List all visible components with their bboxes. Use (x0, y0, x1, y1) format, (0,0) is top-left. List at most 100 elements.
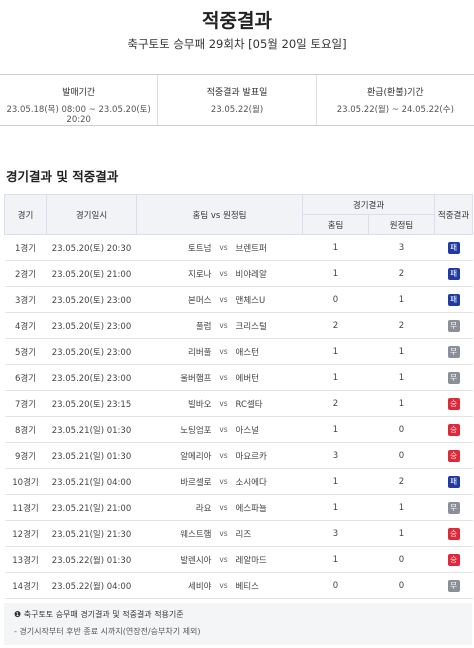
hit-badge: 무 (447, 501, 460, 514)
away-score: 1 (368, 286, 435, 313)
info-box: 발매기간 23.05.18(목) 08:00 ~ 23.05.20(토) 20:2… (0, 74, 474, 126)
away-team: 애스턴 (232, 338, 303, 365)
home-team: 웨스트햄 (136, 520, 215, 547)
game-number: 7경기 (4, 390, 47, 417)
vs-label: vs (214, 546, 233, 573)
table-row: 13경기 23.05.22(월) 01:30 발렌시아 vs 레알마드 1 0 승 (4, 546, 473, 573)
info-value: 23.05.22(월) (210, 105, 264, 115)
game-datetime: 23.05.21(일) 21:00 (46, 494, 137, 521)
home-team: 울버햄프 (136, 364, 215, 391)
result-table: 경기 경기일시 홈팀 vs 원정팀 경기결과 적중결과 홈팀 원정팀 1경기 23… (4, 194, 474, 599)
away-score: 1 (368, 520, 435, 547)
away-team: 에버턴 (232, 364, 303, 391)
info-label: 발매기간 (62, 88, 96, 98)
home-team: 빌바오 (136, 390, 215, 417)
hit-cell: 패 (434, 468, 473, 495)
game-number: 13경기 (4, 546, 47, 573)
game-number: 5경기 (4, 338, 47, 365)
hit-badge: 패 (447, 293, 460, 306)
info-value: 23.05.22(월) ~ 24.05.22(수) (336, 105, 454, 115)
game-number: 2경기 (4, 260, 47, 287)
vs-label: vs (214, 312, 233, 339)
hit-badge: 무 (447, 319, 460, 332)
game-number: 14경기 (4, 572, 47, 599)
game-datetime: 23.05.20(토) 21:00 (46, 260, 137, 287)
info-column: 적중결과 발표일 23.05.22(월) (157, 75, 315, 125)
hit-cell: 승 (434, 546, 473, 573)
away-team: 레알마드 (232, 546, 303, 573)
away-score: 2 (368, 468, 435, 495)
game-number: 1경기 (4, 234, 47, 261)
hit-cell: 무 (434, 364, 473, 391)
hit-cell: 패 (434, 286, 473, 313)
away-team: 브렌트퍼 (232, 234, 303, 261)
game-datetime: 23.05.20(토) 23:15 (46, 390, 137, 417)
table-row: 7경기 23.05.20(토) 23:15 빌바오 vs RC셀타 2 1 승 (4, 390, 473, 417)
game-datetime: 23.05.20(토) 23:00 (46, 364, 137, 391)
table-row: 6경기 23.05.20(토) 23:00 울버햄프 vs 에버턴 1 1 무 (4, 364, 473, 391)
note-title-text: 축구토토 승무패 경기결과 및 적중결과 적용기준 (23, 610, 184, 619)
page-title: 적중결과 (202, 10, 272, 32)
home-score: 1 (302, 468, 369, 495)
home-score: 0 (302, 286, 369, 313)
hit-cell: 승 (434, 416, 473, 443)
home-team: 토트넘 (136, 234, 215, 261)
vs-label: vs (214, 364, 233, 391)
home-score: 3 (302, 442, 369, 469)
vs-label: vs (214, 286, 233, 313)
hit-badge: 승 (447, 397, 460, 410)
game-number: 3경기 (4, 286, 47, 313)
game-datetime: 23.05.21(일) 04:00 (46, 468, 137, 495)
away-score: 0 (368, 572, 435, 599)
table-body: 1경기 23.05.20(토) 20:30 토트넘 vs 브렌트퍼 1 3 패 2경기 23.05… (4, 234, 473, 599)
game-datetime: 23.05.22(월) 04:00 (46, 572, 137, 599)
hit-cell: 승 (434, 520, 473, 547)
table-row: 11경기 23.05.21(일) 21:00 라요 vs 에스파뇰 1 1 무 (4, 494, 473, 521)
vs-label: vs (214, 520, 233, 547)
home-team: 지로나 (136, 260, 215, 287)
vs-label: vs (214, 390, 233, 417)
away-team: 리즈 (232, 520, 303, 547)
note-item: - 경기시작부터 후반 종료 시까지(연장전/승부차기 제외) (14, 627, 201, 636)
info-column: 발매기간 23.05.18(목) 08:00 ~ 23.05.20(토) 20:2… (0, 75, 157, 125)
game-datetime: 23.05.20(토) 23:00 (46, 312, 137, 339)
game-datetime: 23.05.20(토) 23:00 (46, 286, 137, 313)
section-title: 경기결과 및 적중결과 (6, 169, 119, 184)
table-row: 1경기 23.05.20(토) 20:30 토트넘 vs 브렌트퍼 1 3 패 (4, 234, 473, 261)
info-value: 23.05.18(목) 08:00 ~ 23.05.20(토) 20:20 (6, 105, 151, 125)
away-team: 아스널 (232, 416, 303, 443)
home-score: 0 (302, 572, 369, 599)
hit-badge: 무 (447, 345, 460, 358)
hit-badge: 승 (447, 449, 460, 462)
home-team: 알메리아 (136, 442, 215, 469)
home-score: 1 (302, 234, 369, 261)
hit-cell: 패 (434, 234, 473, 261)
away-team: 비야레알 (232, 260, 303, 287)
hit-badge: 승 (447, 423, 460, 436)
note-box: ❶ 축구토토 승무패 경기결과 및 적중결과 적용기준 - 경기시작부터 후반 … (4, 603, 472, 645)
game-datetime: 23.05.22(월) 01:30 (46, 546, 137, 573)
game-number: 4경기 (4, 312, 47, 339)
home-score: 3 (302, 520, 369, 547)
home-score: 1 (302, 260, 369, 287)
hit-badge: 무 (447, 579, 460, 592)
hit-cell: 무 (434, 338, 473, 365)
hit-cell: 무 (434, 312, 473, 339)
home-team: 발렌시아 (136, 546, 215, 573)
hit-badge: 승 (447, 553, 460, 566)
game-number: 8경기 (4, 416, 47, 443)
table-row: 5경기 23.05.20(토) 23:00 리버풀 vs 애스턴 1 1 무 (4, 338, 473, 365)
home-team: 본머스 (136, 286, 215, 313)
game-datetime: 23.05.20(토) 23:00 (46, 338, 137, 365)
info-label: 적중결과 발표일 (206, 88, 268, 98)
table-row: 4경기 23.05.20(토) 23:00 풀럼 vs 크리스털 2 2 무 (4, 312, 473, 339)
column-header: 경기결과 (302, 194, 436, 215)
game-datetime: 23.05.21(일) 01:30 (46, 416, 137, 443)
column-header: 원정팀 (368, 214, 436, 235)
page-subtitle: 축구토토 승무패 29회차 [05월 20일 토요일] (127, 37, 347, 51)
home-score: 2 (302, 312, 369, 339)
vs-label: vs (214, 442, 233, 469)
table-row: 9경기 23.05.21(일) 01:30 알메리아 vs 마요르카 3 0 승 (4, 442, 473, 469)
home-score: 1 (302, 338, 369, 365)
